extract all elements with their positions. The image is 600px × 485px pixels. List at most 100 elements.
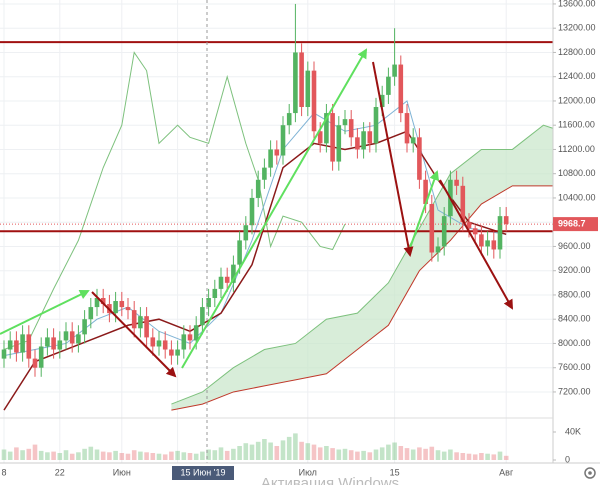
volume-bar bbox=[181, 452, 187, 460]
volume-bar bbox=[162, 454, 168, 460]
y-tick-label: 7600.00 bbox=[558, 362, 591, 372]
candle-body bbox=[94, 297, 100, 308]
volume-bar bbox=[231, 448, 236, 460]
green-arrow bbox=[0, 290, 90, 335]
volume-bar bbox=[305, 443, 311, 460]
volume-bar bbox=[460, 453, 466, 460]
green-arrow bbox=[409, 170, 440, 249]
candle-body bbox=[503, 216, 509, 225]
candle-body bbox=[361, 131, 366, 150]
x-tick-label: 15 bbox=[390, 467, 400, 477]
y-tick-label: 8400.00 bbox=[558, 314, 591, 324]
volume-bar bbox=[342, 448, 348, 460]
y-tick-label: 12000.00 bbox=[558, 95, 596, 105]
candle-body bbox=[7, 340, 13, 350]
candle-body bbox=[305, 70, 311, 108]
candle-body bbox=[169, 349, 174, 356]
red-arrow bbox=[372, 61, 414, 257]
candle-body bbox=[286, 113, 292, 126]
volume-bar bbox=[113, 450, 118, 460]
volume-bar bbox=[429, 446, 435, 460]
green-arrow bbox=[181, 48, 368, 369]
candle-body bbox=[479, 234, 484, 247]
lagging-line bbox=[3, 51, 346, 350]
volume-bar bbox=[119, 453, 125, 460]
y-tick-label: 8000.00 bbox=[558, 338, 591, 348]
volume-bar bbox=[379, 447, 385, 460]
candle-body bbox=[125, 307, 131, 311]
candle-body bbox=[311, 70, 317, 132]
y-tick-label: 10800.00 bbox=[558, 168, 596, 178]
volume-bar bbox=[299, 441, 304, 460]
y-tick-label: 13600.00 bbox=[558, 0, 596, 8]
volume-bar bbox=[417, 447, 422, 460]
volume-bar bbox=[212, 450, 218, 460]
volume-bar bbox=[51, 451, 56, 460]
y-tick-label: 11200.00 bbox=[558, 144, 595, 154]
y-tick-label: 10400.00 bbox=[558, 192, 596, 202]
red-arrow bbox=[439, 179, 513, 310]
volume-bar bbox=[392, 442, 397, 460]
candle-body bbox=[410, 137, 416, 144]
volume-bar bbox=[76, 452, 81, 460]
volume-bar bbox=[286, 436, 292, 460]
volume-bar bbox=[503, 455, 509, 460]
candle-body bbox=[491, 240, 497, 250]
volume-bar bbox=[63, 450, 69, 460]
settings-icon[interactable] bbox=[584, 467, 596, 479]
y-tick-label: 9200.00 bbox=[558, 265, 591, 275]
candle-body bbox=[268, 149, 273, 168]
volume-bar bbox=[38, 450, 44, 460]
settings-gear[interactable] bbox=[584, 467, 596, 479]
volume-bar bbox=[348, 450, 354, 460]
volume-bar bbox=[479, 453, 484, 460]
candle-body bbox=[63, 331, 69, 341]
volume-bar bbox=[497, 451, 503, 460]
candle-body bbox=[14, 340, 19, 353]
candle-body bbox=[32, 358, 38, 368]
candle-body bbox=[472, 228, 478, 235]
candle-body bbox=[76, 334, 81, 344]
volume-bar bbox=[206, 449, 211, 460]
y-tick-label: 13200.00 bbox=[558, 23, 596, 33]
axes: 7200.00 7600.00 8000.00 8400.00 8800.00 9200.… bbox=[1, 0, 598, 477]
volume-bar bbox=[268, 442, 273, 460]
volume-bar bbox=[224, 450, 230, 460]
candle-body bbox=[485, 240, 490, 247]
candle-body bbox=[200, 307, 205, 326]
candle-body bbox=[119, 301, 125, 308]
candle-body bbox=[460, 185, 466, 223]
candle-body bbox=[293, 52, 298, 114]
candle-body bbox=[373, 107, 379, 144]
volume-bar bbox=[330, 448, 335, 460]
cloud-fill bbox=[171, 125, 553, 411]
volume-bar bbox=[82, 448, 87, 460]
candle-body bbox=[51, 337, 56, 350]
watermark: Активация Windows bbox=[261, 475, 399, 485]
candle-body bbox=[348, 119, 354, 138]
candle-body bbox=[20, 334, 25, 353]
candle-body bbox=[386, 76, 391, 95]
last-price-bg bbox=[553, 217, 598, 232]
volume-bar bbox=[355, 451, 360, 460]
volume-bar bbox=[7, 451, 13, 460]
x-tick-label: Июл bbox=[299, 467, 317, 477]
candle-body bbox=[330, 113, 335, 162]
candle-body bbox=[404, 113, 410, 144]
volume-bar bbox=[69, 453, 75, 460]
y-tick-label: 7200.00 bbox=[558, 386, 591, 396]
x-tick-label: 8 bbox=[1, 467, 6, 477]
volume-bar bbox=[317, 447, 323, 460]
candle-body bbox=[162, 340, 168, 350]
candle-body bbox=[82, 319, 87, 335]
candle-body bbox=[435, 246, 441, 253]
candle-body bbox=[100, 297, 106, 305]
candle-body bbox=[187, 334, 193, 341]
volume-bar bbox=[361, 450, 366, 460]
candle-body bbox=[299, 52, 304, 108]
annotations bbox=[0, 48, 513, 378]
candle-body bbox=[218, 276, 224, 289]
volume-bar bbox=[88, 446, 94, 460]
candle-body bbox=[212, 288, 218, 298]
settings-gear-center[interactable] bbox=[588, 471, 592, 475]
